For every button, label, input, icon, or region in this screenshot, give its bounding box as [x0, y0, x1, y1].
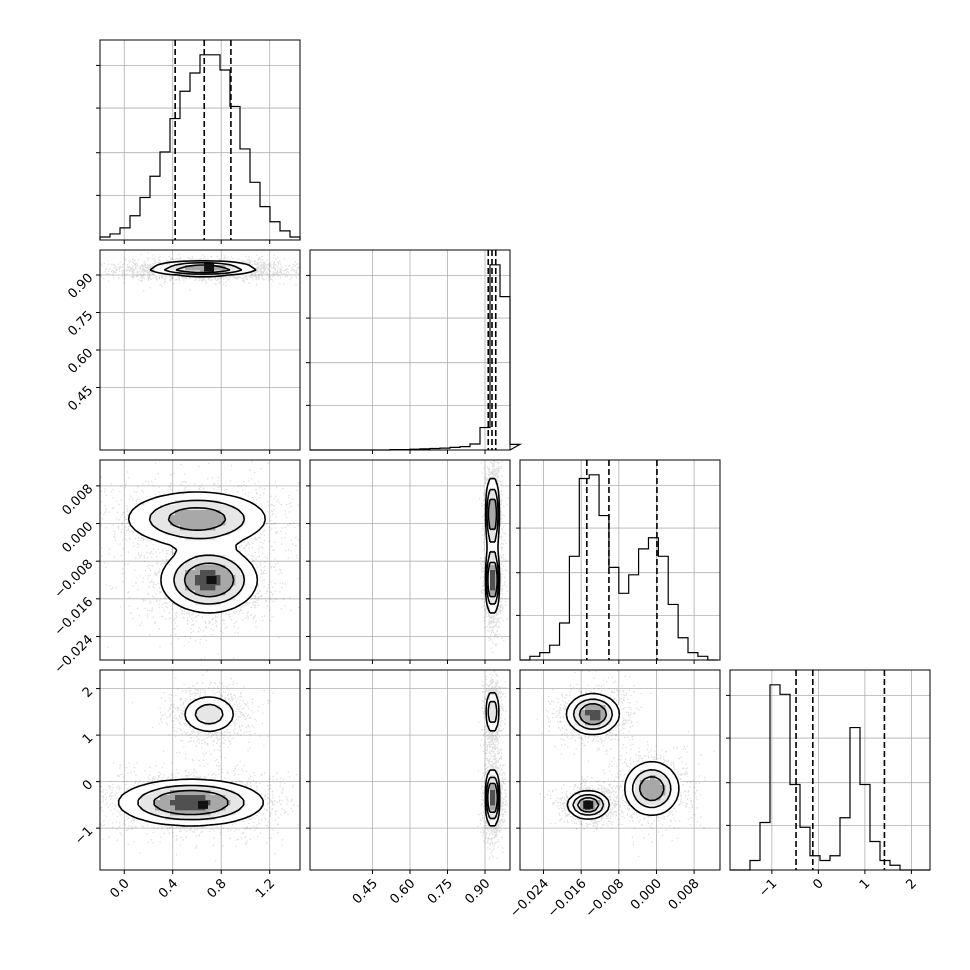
x-tick-label: 0.008: [666, 876, 703, 913]
x-tick-label: 1.2: [253, 876, 278, 901]
y-tick-label: 0.90: [65, 271, 96, 302]
scatter-points: [100, 670, 300, 866]
density-fill-level-0: [485, 480, 501, 616]
y-tick-label: 2: [80, 684, 96, 700]
x-tick-label: −1: [756, 876, 780, 900]
scatter-panel-2-3: [519, 669, 721, 871]
density-layer: [100, 670, 300, 870]
x-tick-label: 0.90: [462, 876, 493, 907]
scatter-points: [536, 671, 715, 858]
density-layer: [310, 460, 510, 660]
contour-line-2: [167, 507, 235, 598]
x-tick-label: 0.8: [204, 876, 229, 901]
scatter-panel-0-1: [99, 249, 301, 451]
density-peak: [198, 800, 209, 809]
scatter-panel-0-3: [99, 669, 301, 871]
contour-line-2: [487, 782, 498, 813]
density-fill-level-2: [490, 500, 496, 596]
x-tick-label: 0.75: [425, 876, 456, 907]
density-fill-level-0: [130, 490, 266, 616]
panel-frame: [519, 669, 721, 871]
histogram-panel-3: [726, 669, 931, 871]
density-fill-level-0: [120, 695, 266, 826]
density-layer: [100, 250, 300, 450]
contour-line-1: [485, 700, 500, 820]
y-tick-label: 0: [80, 777, 96, 793]
density-fill-level-3: [490, 790, 496, 806]
panel-frame: [729, 669, 931, 871]
density-fill-level-2: [155, 790, 231, 816]
contour-line-0: [149, 260, 257, 278]
contour-line-0: [484, 692, 501, 827]
panel-frame: [99, 669, 301, 871]
density-fill-level-1: [140, 705, 246, 821]
contour-line-1: [163, 261, 243, 275]
contour-line-2: [153, 789, 229, 816]
y-tick-label: 1: [80, 731, 96, 747]
density-fill-level-1: [150, 500, 246, 606]
contour-line-1: [148, 499, 246, 605]
contour-line-1: [485, 488, 500, 605]
density-fill-level-3: [490, 570, 496, 591]
x-tick-label: −0.008: [583, 876, 628, 921]
x-tick-label: 0.0: [107, 876, 132, 901]
x-tick-label: 1: [857, 876, 873, 892]
x-tick-label: 0.4: [156, 876, 181, 901]
x-tick-label: 0.45: [350, 876, 381, 907]
histogram-bars-3: [730, 684, 930, 871]
x-tick-label: 0: [810, 876, 826, 892]
histogram-bars-0: [99, 54, 301, 240]
histogram-panel-1: [306, 249, 523, 451]
density-peak: [583, 800, 594, 809]
density-fill-level-1: [170, 265, 236, 276]
contour-line-0: [565, 692, 680, 820]
y-tick-label: 0.75: [65, 308, 96, 339]
x-tick-label: 0.60: [387, 876, 418, 907]
y-tick-label: −0.024: [52, 632, 97, 677]
x-tick-label: −0.024: [507, 876, 552, 921]
corner-plot-panels: 0.0 0.4 0.8 1.2 0.45 0.60 0.75 0.90 −0.024−0.016…: [52, 39, 931, 921]
histogram-panel-2: [516, 459, 721, 661]
contour-line-1: [137, 703, 245, 821]
y-tick-label: 0.60: [65, 346, 96, 377]
y-tick-label: −0.008: [52, 557, 97, 602]
histogram-panel-0: [96, 39, 301, 241]
y-tick-label: −0.016: [52, 595, 97, 640]
density-peak: [206, 576, 217, 584]
panel-frame: [99, 39, 301, 241]
contour-line-2: [576, 703, 665, 813]
scatter-panel-1-3: [309, 669, 511, 871]
density-layer: [310, 670, 510, 870]
scatter-points: [477, 670, 510, 860]
density-layer: [520, 670, 720, 870]
y-tick-label: −1: [72, 824, 96, 848]
panel-frame: [519, 459, 721, 661]
contour-line-0: [484, 477, 501, 614]
contour-line-0: [127, 491, 267, 614]
x-tick-label: 2: [903, 876, 919, 892]
scatter-panel-1-2: [309, 459, 511, 661]
density-layer: [100, 460, 300, 660]
x-tick-label: −0.016: [545, 876, 590, 921]
density-fill-level-0: [565, 695, 681, 821]
contour-line-0: [117, 696, 264, 827]
density-fill-level-2: [580, 705, 666, 811]
y-tick-label: 0.008: [59, 482, 96, 519]
panel-frame: [99, 459, 301, 661]
y-tick-label: 0.45: [65, 383, 96, 414]
density-peak: [204, 263, 215, 272]
contour-line-1: [572, 698, 672, 816]
density-fill-level-3: [585, 710, 601, 811]
y-tick-label: 0.000: [59, 519, 96, 556]
contour-line-2: [487, 498, 498, 598]
scatter-panel-0-2: [99, 459, 301, 661]
x-tick-label: 0.000: [628, 876, 665, 913]
histogram-bars-2: [520, 474, 718, 661]
